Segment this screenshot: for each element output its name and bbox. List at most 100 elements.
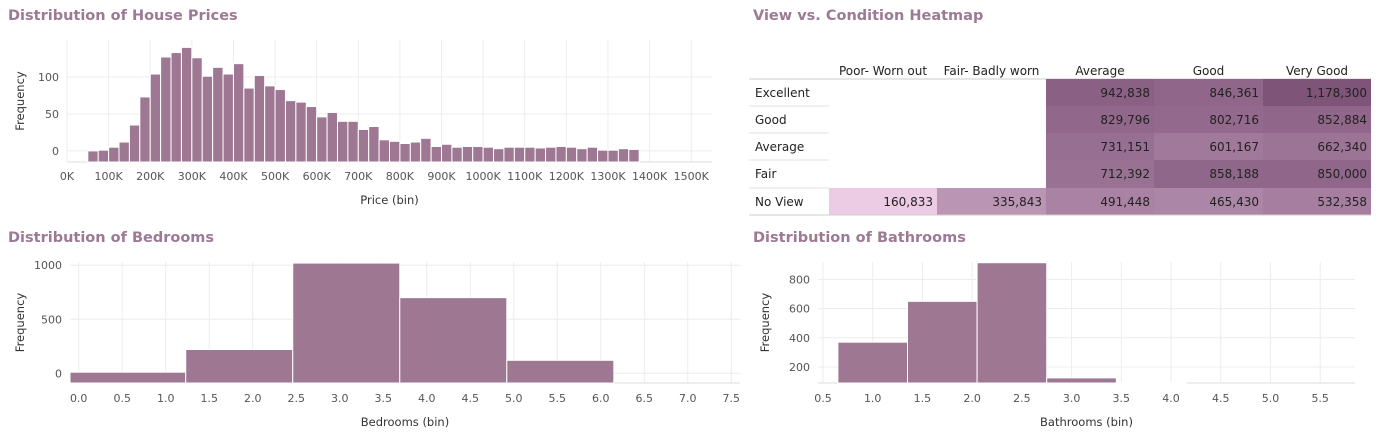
heatmap-column-header: Good [1193,64,1225,78]
prices-x-tick-label: 900K [427,170,456,183]
bedrooms-x-tick-label: 5.0 [505,392,523,405]
prices-bar [316,116,328,163]
prices-y-tick-label: 50 [45,108,59,121]
prices-bar [243,87,255,163]
heatmap-cell-label: 829,796 [1100,113,1150,127]
heatmap-cell [1046,79,1154,106]
heatmap-cell [1046,133,1154,160]
prices-bar [628,148,640,163]
heatmap-cell-label: 731,151 [1100,140,1150,154]
prices-bar [326,111,338,163]
prices-bar [503,146,515,163]
heatmap-column-header: Average [1075,64,1124,78]
bathrooms-bar [1115,381,1187,384]
prices-bar [409,141,422,163]
bedrooms-x-tick-label: 0.0 [70,392,88,405]
prices-bar [305,106,318,163]
prices-bar [191,57,203,163]
heatmap-cell [1046,188,1154,215]
prices-bar [399,143,411,163]
bedrooms-y-tick-label: 1000 [34,259,62,272]
heatmap-row-label: Good [755,113,787,127]
bedrooms-bar [69,371,187,384]
bathrooms-x-tick-label: 5.0 [1262,392,1280,405]
bedrooms-x-tick-label: 2.0 [244,392,262,405]
heatmap-row-label: Average [755,140,804,154]
prices-bar [493,148,505,163]
prices-bar [545,146,557,163]
heatmap-cell [937,188,1046,215]
prices-bar [430,145,443,163]
heatmap-row-label: No View [755,195,804,209]
heatmap-cell-label: 942,838 [1100,86,1150,100]
prices-bar [420,137,432,163]
bathrooms-y-tick-label: 800 [789,273,810,286]
bedrooms-title: Distribution of Bedrooms [8,230,215,246]
bedrooms-x-tick-label: 7.0 [679,392,697,405]
prices-x-tick-label: 1000K [466,170,502,183]
bedrooms-x-tick-label: 6.5 [636,392,654,405]
bedrooms-x-tick-label: 1.0 [157,392,175,405]
bathrooms-x-tick-label: 0.5 [814,392,832,405]
bedrooms-x-tick-label: 6.0 [592,392,610,405]
bathrooms-x-tick-label: 2.5 [1013,392,1031,405]
prices-bar [347,120,359,163]
prices-bar [513,146,526,163]
bathrooms-x-tick-label: 2.0 [963,392,981,405]
heatmap-cell-label: 858,188 [1209,167,1259,181]
prices-y-tick-label: 100 [38,71,59,84]
heatmap-cell [1154,79,1263,106]
bedrooms-bar [399,297,508,384]
prices-y-axis-label: Frequency [13,71,27,131]
bedrooms-x-tick-label: 7.5 [723,392,741,405]
heatmap-cell [1154,106,1263,133]
bedrooms-y-axis-label: Frequency [13,293,27,353]
prices-bar [274,89,286,163]
prices-x-tick-label: 0K [60,170,75,183]
bedrooms-bar [292,262,401,384]
prices-bar [212,66,224,163]
heatmap-cell [1263,133,1371,160]
heatmap-cell-label: 846,361 [1209,86,1259,100]
heatmap-cell [1263,188,1371,215]
bathrooms-x-tick-label: 4.5 [1212,392,1230,405]
prices-bar [170,52,182,163]
heatmap-cell-label: 601,167 [1209,140,1259,154]
heatmap-cell-label: 491,448 [1100,195,1150,209]
prices-bar [576,148,588,163]
heatmap-cell-label: 850,000 [1317,167,1367,181]
heatmap-cell [1154,133,1263,160]
prices-bar [378,139,390,163]
bathrooms-x-tick-label: 1.5 [914,392,932,405]
prices-bar [534,147,547,163]
prices-x-tick-label: 800K [386,170,415,183]
bedrooms-x-tick-label: 1.5 [200,392,218,405]
prices-x-tick-label: 1500K [674,170,710,183]
bedrooms-x-tick-label: 2.5 [287,392,305,405]
prices-bar [524,146,536,163]
bedrooms-x-tick-label: 0.5 [113,392,131,405]
bathrooms-x-tick-label: 3.5 [1113,392,1131,405]
heatmap-row-label: Fair [755,167,776,181]
heatmap-cell-label: 335,843 [992,195,1042,209]
bathrooms-x-tick-label: 3.0 [1063,392,1081,405]
bathrooms-x-axis-label: Bathrooms (bin) [1040,415,1133,429]
heatmap-cell-label: 532,358 [1317,195,1367,209]
bedrooms-x-tick-label: 5.5 [549,392,567,405]
heatmap-cell-label: 465,430 [1209,195,1259,209]
prices-x-tick-label: 400K [219,170,248,183]
bathrooms-bar [837,341,909,384]
prices-bar [368,126,380,163]
prices-bar [295,101,307,163]
heatmap-cell-label: 1,178,300 [1306,86,1367,100]
prices-x-tick-label: 600K [303,170,332,183]
prices-x-tick-label: 500K [261,170,290,183]
heatmap-cell [1263,106,1371,133]
prices-bar [617,148,630,163]
prices-x-tick-label: 1300K [590,170,626,183]
prices-x-tick-label: 1200K [549,170,585,183]
heatmap-cell [829,188,937,215]
prices-bar [597,149,609,163]
prices-bar [607,149,619,163]
prices-x-tick-label: 300K [178,170,207,183]
